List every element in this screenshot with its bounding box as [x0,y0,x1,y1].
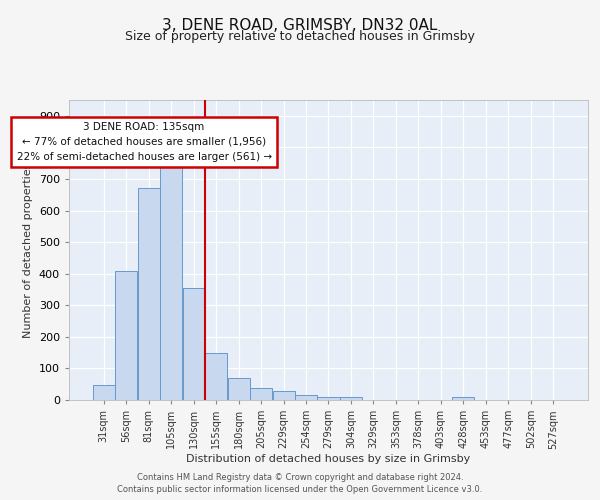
Bar [92,385,115,400]
Text: Contains HM Land Registry data © Crown copyright and database right 2024.: Contains HM Land Registry data © Crown c… [137,472,463,482]
Bar [205,352,227,400]
Bar [115,270,137,400]
Bar [137,188,160,400]
Text: Contains public sector information licensed under the Open Government Licence v3: Contains public sector information licen… [118,485,482,494]
Text: Size of property relative to detached houses in Grimsby: Size of property relative to detached ho… [125,30,475,43]
Bar [452,397,475,400]
Bar [250,388,272,400]
X-axis label: Distribution of detached houses by size in Grimsby: Distribution of detached houses by size … [187,454,470,464]
Bar [227,378,250,400]
Text: 3, DENE ROAD, GRIMSBY, DN32 0AL: 3, DENE ROAD, GRIMSBY, DN32 0AL [163,18,437,32]
Bar [272,390,295,400]
Bar [182,288,205,400]
Bar [340,398,362,400]
Text: 3 DENE ROAD: 135sqm
← 77% of detached houses are smaller (1,956)
22% of semi-det: 3 DENE ROAD: 135sqm ← 77% of detached ho… [17,122,272,162]
Bar [160,163,182,400]
Bar [317,397,340,400]
Bar [295,394,317,400]
Y-axis label: Number of detached properties: Number of detached properties [23,162,33,338]
